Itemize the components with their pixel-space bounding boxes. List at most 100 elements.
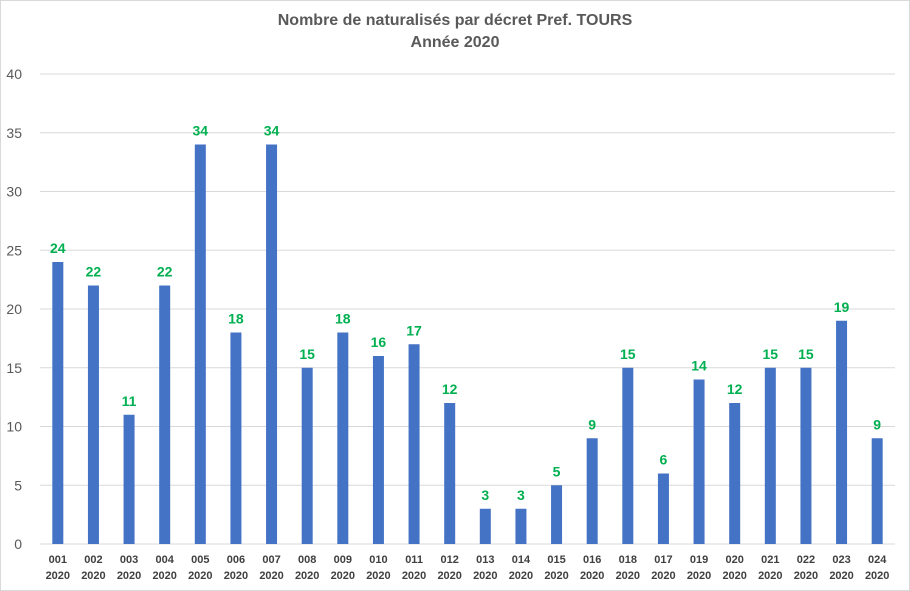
bar <box>266 144 278 544</box>
data-label: 18 <box>335 311 351 327</box>
bar <box>123 414 135 544</box>
x-tick-label-year: 2020 <box>473 570 497 582</box>
x-tick-label-year: 2020 <box>188 570 212 582</box>
x-tick-label-year: 2020 <box>758 570 782 582</box>
x-tick-label: 002 <box>84 554 102 566</box>
bar <box>551 485 563 544</box>
x-tick-label-year: 2020 <box>331 570 355 582</box>
x-tick-label-year: 2020 <box>580 570 604 582</box>
bar <box>871 438 883 544</box>
x-tick-label: 019 <box>690 554 708 566</box>
x-tick-label: 022 <box>797 554 815 566</box>
y-tick-label: 35 <box>6 125 22 141</box>
data-label: 14 <box>691 358 707 374</box>
data-label: 9 <box>588 416 596 432</box>
x-tick-label-year: 2020 <box>687 570 711 582</box>
x-tick-label: 008 <box>298 554 316 566</box>
bar <box>693 379 705 544</box>
data-label: 18 <box>228 311 244 327</box>
data-label: 5 <box>553 463 561 479</box>
data-label: 15 <box>798 346 814 362</box>
y-axis-ticks: 0 5 10 15 20 25 30 35 40 <box>6 66 22 552</box>
bar <box>586 438 598 544</box>
x-tick-label-year: 2020 <box>722 570 746 582</box>
data-label: 15 <box>299 346 315 362</box>
x-tick-label: 011 <box>405 554 423 566</box>
x-tick-label-year: 2020 <box>152 570 176 582</box>
y-tick-label: 15 <box>6 360 22 376</box>
x-tick-label-year: 2020 <box>366 570 390 582</box>
bar <box>301 367 313 544</box>
x-tick-label: 009 <box>334 554 352 566</box>
x-tick-label-year: 2020 <box>616 570 640 582</box>
data-label: 12 <box>727 381 743 397</box>
x-tick-label-year: 2020 <box>865 570 889 582</box>
chart-title: Nombre de naturalisés par décret Pref. T… <box>277 12 633 29</box>
y-tick-label: 5 <box>14 477 22 493</box>
chart-subtitle: Année 2020 <box>410 34 500 51</box>
x-tick-label-year: 2020 <box>46 570 70 582</box>
y-tick-label: 30 <box>6 184 22 200</box>
data-label: 11 <box>122 393 137 409</box>
x-tick-label-year: 2020 <box>794 570 818 582</box>
data-labels: 24 22 11 22 34 18 34 15 18 16 17 12 3 3 5 9 15 6 14 12 15 15 1… <box>50 123 881 503</box>
y-tick-label: 20 <box>6 301 22 317</box>
x-tick-label: 021 <box>761 554 779 566</box>
data-label: 19 <box>834 299 850 315</box>
x-tick-label: 003 <box>120 554 138 566</box>
x-tick-label: 004 <box>156 554 175 566</box>
y-tick-label: 0 <box>14 536 22 552</box>
x-tick-label-year: 2020 <box>81 570 105 582</box>
data-label: 34 <box>264 123 280 139</box>
x-tick-label: 020 <box>726 554 744 566</box>
x-tick-label-year: 2020 <box>295 570 319 582</box>
x-tick-label: 006 <box>227 554 245 566</box>
x-tick-label: 018 <box>619 554 637 566</box>
x-tick-label-year: 2020 <box>437 570 461 582</box>
y-tick-label: 10 <box>6 419 22 435</box>
y-tick-label: 25 <box>6 242 22 258</box>
data-label: 6 <box>660 452 668 468</box>
x-tick-label: 012 <box>441 554 459 566</box>
x-axis-ticks: 001 2020 002 2020 003 2020 004 2020 005 2020 006 20… <box>46 554 890 582</box>
bar <box>230 332 242 544</box>
x-tick-label-year: 2020 <box>224 570 248 582</box>
x-tick-label: 023 <box>832 554 850 566</box>
data-label: 16 <box>371 334 387 350</box>
bar <box>194 144 206 544</box>
bar <box>729 403 741 544</box>
x-tick-label: 014 <box>512 554 531 566</box>
x-tick-label: 001 <box>49 554 67 566</box>
chart-title-block: Nombre de naturalisés par décret Pref. T… <box>0 10 910 54</box>
gridlines <box>40 73 895 545</box>
data-label: 3 <box>481 487 489 503</box>
bars <box>52 144 883 544</box>
x-tick-label: 016 <box>583 554 601 566</box>
bar <box>657 473 669 544</box>
x-tick-label: 007 <box>262 554 280 566</box>
x-tick-label: 013 <box>476 554 494 566</box>
x-tick-label-year: 2020 <box>509 570 533 582</box>
bar <box>408 344 420 544</box>
x-tick-label: 015 <box>547 554 565 566</box>
data-label: 24 <box>50 240 66 256</box>
bar <box>87 285 99 544</box>
data-label: 22 <box>86 264 102 280</box>
x-tick-label: 024 <box>868 554 887 566</box>
data-label: 34 <box>193 123 209 139</box>
x-tick-label: 005 <box>191 554 209 566</box>
data-label: 17 <box>406 322 422 338</box>
bar <box>444 403 456 544</box>
bar <box>764 367 776 544</box>
x-tick-label-year: 2020 <box>651 570 675 582</box>
data-label: 9 <box>873 416 881 432</box>
x-tick-label-year: 2020 <box>544 570 568 582</box>
x-tick-label-year: 2020 <box>117 570 141 582</box>
bar <box>52 262 64 544</box>
x-tick-label-year: 2020 <box>829 570 853 582</box>
bar <box>372 356 384 544</box>
bar <box>337 332 349 544</box>
bar <box>479 508 491 544</box>
data-label: 15 <box>620 346 636 362</box>
